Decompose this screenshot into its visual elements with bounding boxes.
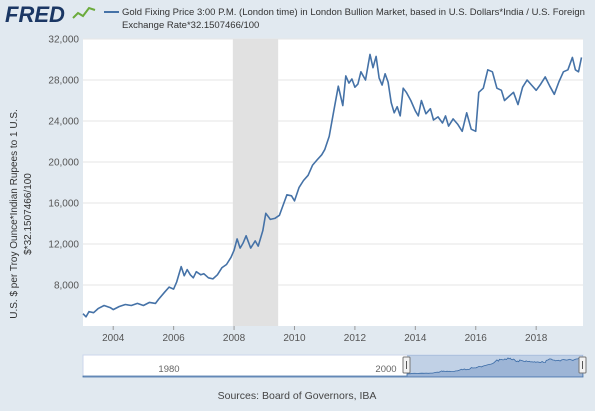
navigator-label-1980: 1980 <box>158 364 179 375</box>
x-tick-label-6: 2016 <box>465 333 488 344</box>
y-axis-label-line1: U.S. $ per Troy Ounce*Indian Rupees to 1… <box>9 109 20 319</box>
series-group <box>82 53 583 318</box>
fred-logo-text[interactable]: FRED <box>5 2 65 27</box>
y-tick-label-1: 12,000 <box>48 240 79 251</box>
recession-shading <box>232 39 279 326</box>
plot-background <box>83 39 583 326</box>
navigator-selected-range[interactable] <box>407 355 583 377</box>
legend-label-line2[interactable]: Exchange Rate*32.1507466/100 <box>122 20 259 31</box>
navigator-mini-series <box>82 357 584 378</box>
fred-logo-sparkline-icon <box>72 6 96 19</box>
y-tick-label-5: 28,000 <box>48 76 79 87</box>
y-tick-label-6: 32,000 <box>48 35 79 46</box>
series-line-0[interactable] <box>82 53 583 318</box>
y-tick-label-2: 16,000 <box>48 199 79 210</box>
y-tick-label-3: 20,000 <box>48 158 79 169</box>
y-tick-label-4: 24,000 <box>48 117 79 128</box>
navigator-label-2000: 2000 <box>375 364 396 375</box>
source-note: Sources: Board of Governors, IBA <box>218 390 377 402</box>
x-tick-label-1: 2006 <box>163 333 186 344</box>
y-tick-labels: 8,000 12,000 16,000 20,000 24,000 28,000 32,00… <box>48 35 79 292</box>
legend-label-line1[interactable]: Gold Fixing Price 3:00 P.M. (London time… <box>122 7 585 18</box>
x-tick-label-2: 2008 <box>223 333 246 344</box>
recession-band-0 <box>232 39 279 326</box>
y-axis-label-line2: $*32.1507466/100 <box>23 173 34 255</box>
x-tick-label-4: 2012 <box>344 333 367 344</box>
grid-lines <box>83 38 583 286</box>
x-tick-label-5: 2014 <box>404 333 427 344</box>
x-tick-labels: 2004 2006 2008 2010 2012 2014 2016 2018 <box>102 326 548 344</box>
y-tick-label-0: 8,000 <box>54 281 79 292</box>
x-tick-label-3: 2010 <box>283 333 306 344</box>
x-tick-label-7: 2018 <box>525 333 548 344</box>
x-tick-label-0: 2004 <box>102 333 125 344</box>
